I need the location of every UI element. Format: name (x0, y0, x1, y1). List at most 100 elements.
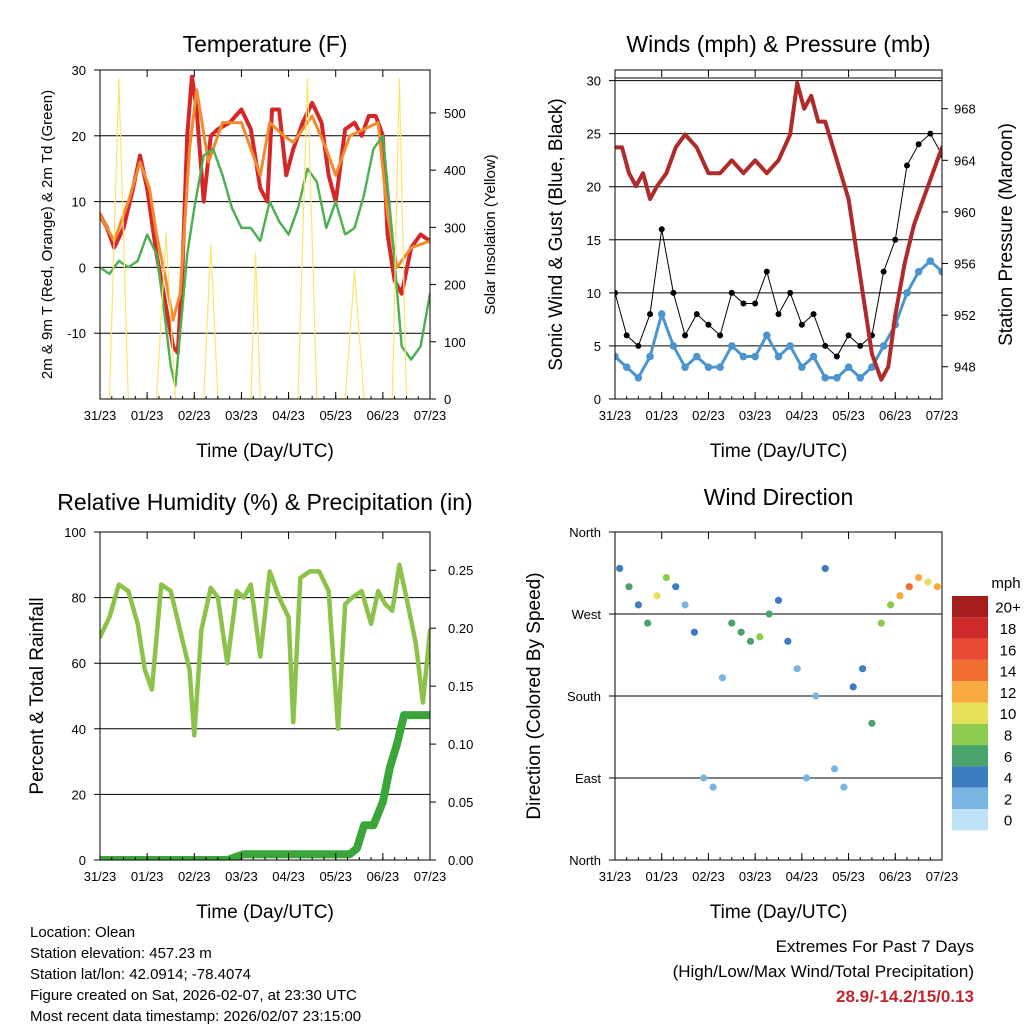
y-tick-label: 80 (72, 591, 86, 606)
colorbar-swatch (952, 617, 988, 639)
direction-point (644, 619, 652, 627)
relative-humidity-line (100, 562, 430, 738)
chart-title: Wind Direction (704, 484, 854, 510)
x-tick-label: 06/23 (367, 869, 400, 884)
station-info: Location: Olean Station elevation: 457.2… (30, 922, 361, 1027)
y-tick-label: 100 (64, 525, 86, 540)
y-tick-label: 0 (79, 853, 86, 868)
direction-point (830, 765, 839, 773)
colorbar-label: 2 (1004, 791, 1012, 808)
y2-tick-label: 952 (954, 308, 976, 323)
2m-td-line (100, 134, 430, 388)
colorbar-title: mph (991, 575, 1020, 592)
colorbar-swatch (952, 681, 988, 703)
x-tick-label: 02/23 (178, 869, 211, 884)
x-tick-label: 01/23 (645, 869, 678, 884)
x-tick-label: 03/23 (739, 869, 772, 884)
y-tick-label: 0 (594, 392, 601, 407)
station-pressure-line (615, 80, 942, 382)
y-tick-label: 10 (72, 195, 86, 210)
x-tick-label: 02/23 (692, 869, 725, 884)
x-tick-label: 04/23 (272, 869, 305, 884)
direction-point (709, 783, 717, 791)
y2-tick-label: 500 (444, 106, 466, 121)
x-tick-label: 07/23 (926, 408, 959, 423)
x-axis-label: Time (Day/UTC) (710, 902, 848, 923)
y2-axis-label: Station Pressure (Maroon) (996, 123, 1017, 346)
extremes-values: 28.9/-14.2/15/0.13 (835, 987, 974, 1006)
solar-insolation-line (108, 77, 408, 399)
y-tick-label: 5 (594, 339, 601, 354)
colorbar-swatch (952, 766, 988, 788)
y-tick-label: 30 (72, 63, 86, 78)
y2-tick-label: 0 (444, 392, 451, 407)
y2-tick-label: 956 (954, 257, 976, 272)
colorbar-label: 18 (1000, 621, 1017, 638)
direction-point (905, 583, 913, 591)
y-tick-label: -10 (67, 326, 86, 341)
y-tick-label: 30 (587, 74, 601, 89)
y2-tick-label: 0.20 (448, 621, 473, 636)
extremes-subtitle: (High/Low/Max Wind/Total Precipitation) (672, 962, 974, 981)
x-tick-label: 07/23 (414, 408, 447, 423)
x-tick-label: 04/23 (786, 408, 819, 423)
y2-tick-label: 0.25 (448, 563, 473, 578)
direction-point (634, 601, 642, 609)
colorbar-swatch (952, 809, 988, 831)
direction-point (737, 628, 745, 636)
x-tick-label: 04/23 (786, 869, 819, 884)
plot-area (100, 562, 430, 860)
colorbar-swatch (952, 723, 988, 746)
gust-line (615, 132, 942, 358)
y-tick-label: 20 (587, 180, 601, 195)
y2-tick-label: 300 (444, 220, 466, 235)
x-tick-label: 03/23 (225, 869, 258, 884)
plot-area (616, 564, 941, 791)
colorbar-label: 20+ (995, 600, 1021, 617)
direction-point (616, 564, 624, 573)
direction-point (858, 665, 867, 673)
y-tick-label: 60 (72, 656, 86, 671)
y2-axis-label: Solar Insolation (Yellow) (482, 154, 499, 314)
extremes-title: Extremes For Past 7 Days (775, 937, 974, 956)
y-tick-label: North (569, 853, 601, 868)
y-tick-label: 20 (72, 787, 86, 802)
colorbar-label: 0 (1004, 813, 1012, 830)
chart-title: Relative Humidity (%) & Precipitation (i… (57, 489, 472, 515)
x-tick-label: 31/23 (84, 408, 117, 423)
direction-point (728, 619, 736, 627)
x-axis-label: Time (Day/UTC) (196, 441, 334, 462)
y-tick-label: 15 (587, 233, 601, 248)
direction-point (662, 573, 670, 582)
x-tick-label: 03/23 (739, 408, 772, 423)
total-precipitation-line (100, 711, 430, 860)
y-axis-label: Percent & Total Rainfall (27, 597, 48, 794)
x-axis-label: Time (Day/UTC) (710, 441, 848, 462)
x-tick-label: 31/23 (84, 869, 117, 884)
colorbar-label: 10 (1000, 706, 1017, 723)
direction-point (933, 583, 941, 591)
x-tick-label: 06/23 (879, 408, 912, 423)
direction-point (756, 633, 764, 641)
y-tick-label: North (569, 525, 601, 540)
direction-point (746, 637, 755, 645)
plot-area (615, 80, 942, 382)
y-tick-label: South (567, 689, 601, 704)
y2-tick-label: 0.15 (448, 679, 473, 694)
direction-point (802, 774, 811, 782)
x-tick-label: 02/23 (178, 408, 211, 423)
y-axis-label: 2m & 9m T (Red, Orange) & 2m Td (Green) (39, 90, 56, 379)
x-tick-label: 05/23 (319, 869, 352, 884)
x-tick-label: 06/23 (879, 869, 912, 884)
direction-point (681, 601, 689, 609)
y2-tick-label: 964 (954, 153, 976, 168)
y-axis-label: Direction (Colored By Speed) (524, 572, 545, 819)
y2-tick-label: 400 (444, 163, 466, 178)
direction-point (625, 583, 633, 591)
direction-point (793, 665, 801, 673)
y2-tick-label: 200 (444, 278, 466, 293)
x-tick-label: 05/23 (319, 408, 352, 423)
x-tick-label: 01/23 (645, 408, 678, 423)
colorbar-label: 16 (1000, 642, 1017, 659)
direction-point (653, 592, 661, 600)
